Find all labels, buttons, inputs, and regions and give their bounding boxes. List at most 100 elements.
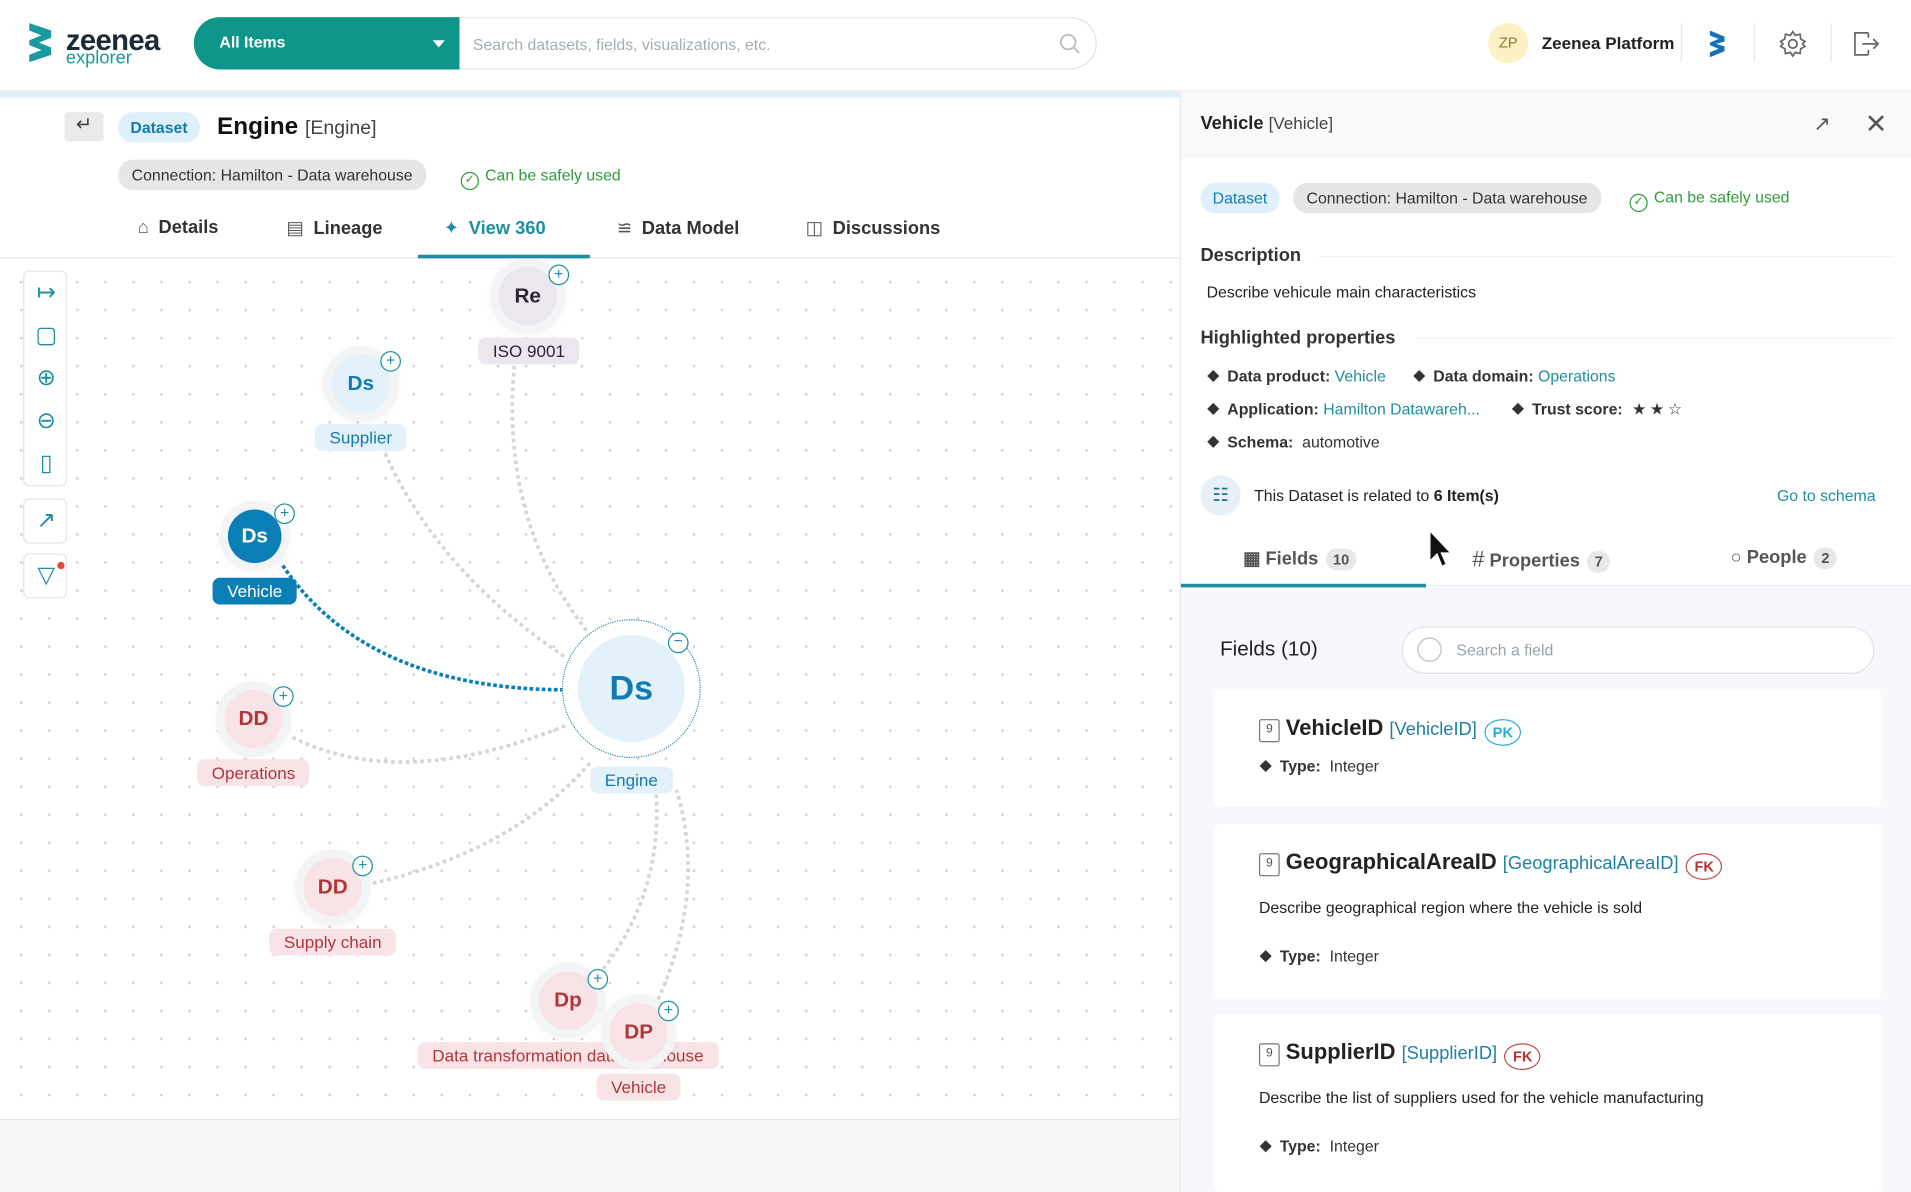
scope-select[interactable]: All Items — [193, 17, 460, 70]
panel-title: Vehicle [Vehicle] — [1200, 113, 1333, 134]
field-name: GeographicalAreaID — [1285, 849, 1497, 874]
search-icon[interactable] — [1059, 33, 1081, 55]
property-label: Data domain: — [1433, 366, 1534, 386]
field-technical-name: [SupplierID] — [1401, 1043, 1498, 1064]
graph-node-label[interactable]: ISO 9001 — [478, 337, 580, 365]
search-placeholder: Search a field — [1456, 641, 1554, 660]
tab-count: 7 — [1587, 550, 1611, 573]
property-data-domain: Data domain: Operations — [1413, 366, 1616, 386]
collapse-minus-icon[interactable]: − — [667, 632, 689, 654]
expand-plus-icon[interactable]: + — [548, 264, 570, 286]
graph-toolbar: ↦ ▢ ⊕ ⊖ ▯ — [23, 270, 68, 487]
field-description: Describe the list of suppliers used for … — [1258, 1088, 1704, 1107]
tab-count: 10 — [1325, 548, 1357, 571]
divider — [0, 91, 1180, 98]
graph-node-vehicle[interactable]: Ds — [227, 509, 282, 564]
property-label: Trust score: — [1531, 399, 1623, 419]
property-link[interactable]: Hamilton Datawareh... — [1323, 399, 1481, 419]
top-bar: zeenea explorer All Items Search dataset… — [0, 0, 1911, 92]
expand-plus-icon[interactable]: + — [273, 686, 294, 707]
field-name: VehicleID — [1285, 715, 1384, 740]
expand-plus-icon[interactable]: + — [352, 855, 373, 877]
back-button[interactable]: ↵ — [64, 112, 104, 142]
graph-node-label[interactable]: Operations — [197, 759, 310, 787]
tab-discussions[interactable]: ◫ Discussions — [806, 217, 941, 257]
active-tab-indicator — [1180, 583, 1426, 588]
graph-node-label[interactable]: Supplier — [314, 424, 407, 451]
close-icon[interactable]: ✕ — [1864, 108, 1888, 139]
graph-node-label[interactable]: Data transformation datawarehouse — [417, 1042, 719, 1069]
graph-node-label[interactable]: Vehicle — [212, 577, 297, 605]
divider — [1318, 255, 1894, 258]
tab-lineage[interactable]: ▤ Lineage — [286, 217, 382, 257]
panel-tab-people[interactable]: ○ People 2 — [1731, 547, 1837, 570]
edge-supply-chain — [365, 760, 593, 887]
field-search-input[interactable]: Search a field — [1401, 626, 1875, 674]
go-to-schema-link[interactable]: Go to schema — [1776, 486, 1876, 505]
expand-plus-icon[interactable]: + — [587, 968, 609, 990]
chevron-down-icon — [432, 40, 445, 48]
expand-plus-icon[interactable]: + — [274, 503, 295, 525]
map-icon[interactable]: ▯ — [39, 450, 53, 477]
filter-button[interactable]: ▽ — [23, 553, 68, 599]
gear-icon[interactable] — [1778, 29, 1807, 58]
field-card[interactable]: 9 VehicleID [VehicleID] PK Type: Integer — [1213, 689, 1882, 807]
panel-technical-name: [Vehicle] — [1268, 113, 1334, 133]
trust-score-stars: ★★☆ — [1632, 400, 1686, 418]
expand-plus-icon[interactable]: + — [658, 1000, 679, 1022]
tab-label: Properties — [1489, 550, 1580, 572]
tab-label: Fields — [1265, 548, 1319, 570]
tab-view-360[interactable]: ✦ View 360 — [444, 217, 546, 257]
property-trust-score: Trust score: ★★☆ — [1511, 399, 1686, 420]
zeenea-studio-icon[interactable] — [1707, 29, 1727, 58]
field-type-value: Integer — [1329, 756, 1379, 776]
global-search-input[interactable]: Search datasets, fields, visualizations,… — [459, 17, 1097, 70]
divider — [0, 257, 1180, 259]
foreign-key-badge: FK — [1504, 1043, 1541, 1071]
back-arrow-icon: ↵ — [75, 114, 93, 136]
property-link[interactable]: Operations — [1538, 366, 1616, 386]
graph-node-engine[interactable]: Ds — [577, 634, 685, 743]
zeenea-logo-icon — [29, 23, 52, 63]
field-technical-name: [GeographicalAreaID] — [1502, 853, 1679, 874]
fit-screen-icon[interactable]: ▢ — [35, 322, 58, 349]
open-external-icon[interactable]: ↗ — [1813, 112, 1831, 136]
star-filled-icon: ★ — [1649, 399, 1668, 419]
field-header: 9 GeographicalAreaID [GeographicalAreaID] F… — [1258, 849, 1723, 880]
tab-details[interactable]: ⌂ Details — [138, 217, 219, 257]
panel-connection-chip[interactable]: Connection: Hamilton - Data warehouse — [1293, 182, 1601, 214]
field-card[interactable]: 9 SupplierID [SupplierID] FK Describe the l… — [1213, 1014, 1882, 1192]
tab-label: People — [1746, 547, 1807, 568]
graph-node-label[interactable]: Supply chain — [269, 928, 397, 956]
graph-edges — [281, 365, 690, 1001]
footer-strip — [0, 1118, 1180, 1192]
zoom-in-icon[interactable]: ⊕ — [36, 365, 57, 392]
fit-width-icon[interactable]: ↦ — [36, 280, 57, 306]
property-label: Data product: — [1227, 366, 1331, 386]
expand-plus-icon[interactable]: + — [380, 351, 401, 372]
property-link[interactable]: Vehicle — [1334, 366, 1386, 386]
connection-chip[interactable]: Connection: Hamilton - Data warehouse — [118, 159, 426, 191]
zoom-out-icon[interactable]: ⊖ — [36, 408, 57, 434]
panel-type-badge: Dataset — [1200, 182, 1280, 214]
tab-label: Data Model — [641, 218, 740, 239]
tab-data-model[interactable]: ≌ Data Model — [617, 217, 740, 257]
user-avatar[interactable]: ZP — [1488, 23, 1529, 64]
graph-node-label[interactable]: Engine — [590, 766, 673, 794]
search-icon — [1417, 637, 1442, 662]
field-type-value: Integer — [1329, 946, 1379, 966]
platform-name[interactable]: Zeenea Platform — [1541, 32, 1675, 53]
integer-type-icon: 9 — [1258, 719, 1280, 743]
panel-tab-properties[interactable]: # Properties 7 — [1472, 547, 1611, 573]
panel-tab-fields[interactable]: ▦ Fields 10 — [1243, 547, 1357, 571]
logout-icon[interactable] — [1851, 29, 1880, 58]
property-label: Schema: — [1227, 432, 1294, 451]
field-card[interactable]: 9 GeographicalAreaID [GeographicalAreaID] F… — [1213, 823, 1882, 999]
graph-node-iso9001[interactable]: Re — [498, 266, 557, 326]
lineage-icon: ▤ — [286, 218, 304, 239]
graph-node-label[interactable]: Vehicle — [596, 1073, 681, 1101]
integer-type-icon: 9 — [1258, 853, 1280, 877]
related-items-icon: ☷ — [1200, 475, 1241, 516]
export-button[interactable]: ↗ — [23, 498, 68, 544]
diamond-icon — [1259, 950, 1272, 963]
